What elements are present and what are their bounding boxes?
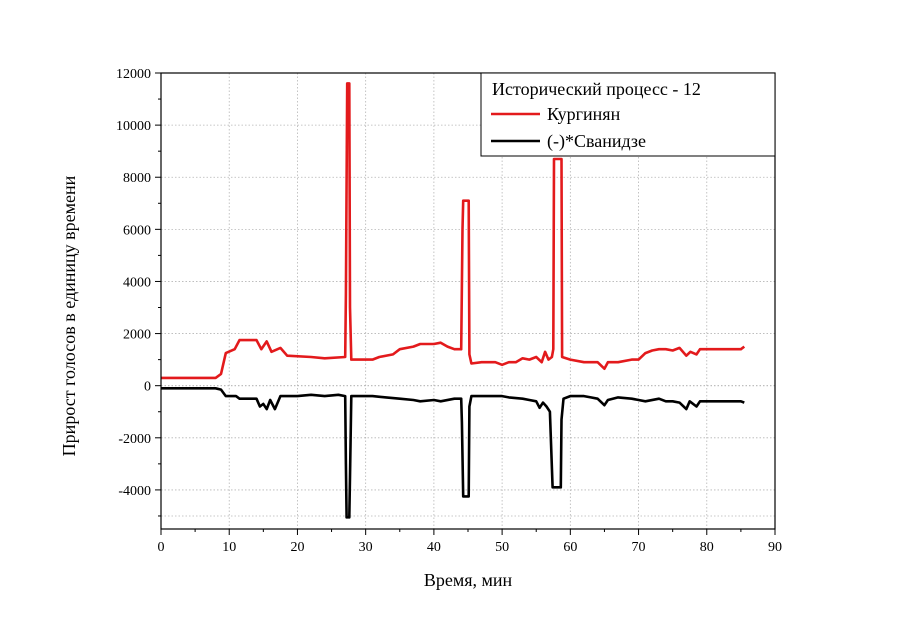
x-tick-label: 60: [563, 540, 577, 555]
y-tick-label: -2000: [118, 432, 151, 447]
x-tick-label: 70: [632, 540, 646, 555]
legend: Исторический процесс - 12 Кургинян (-)*С…: [480, 72, 776, 157]
x-tick-label: 20: [290, 540, 304, 555]
grid-lines: [161, 73, 775, 529]
series-lines: [161, 82, 746, 519]
y-tick-label: 6000: [123, 223, 151, 238]
y-axis-title: Прирост голосов в единицу времени: [59, 175, 79, 456]
legend-label-svanidze: (-)*Сванидзе: [547, 131, 646, 152]
y-tick-label: 4000: [123, 275, 151, 290]
legend-label-kurginyan: Кургинян: [547, 104, 621, 124]
x-tick-label: 10: [222, 540, 236, 555]
axis-ticks: [155, 72, 776, 535]
series-line-svanidze: [161, 387, 745, 519]
y-tick-label: 8000: [123, 171, 151, 186]
x-axis-title: Время, мин: [424, 570, 513, 590]
x-tick-label: 30: [359, 540, 373, 555]
y-tick-label: 10000: [116, 119, 151, 134]
x-tick-label: 80: [700, 540, 714, 555]
y-tick-label: -4000: [118, 484, 151, 499]
y-tick-label: 2000: [123, 328, 151, 343]
x-tick-label: 40: [427, 540, 441, 555]
x-tick-label: 0: [158, 540, 165, 555]
x-tick-label: 90: [768, 540, 782, 555]
tick-labels: 0 10 20 30 40 50 60 70 80 90 -4000 -2000 0 2000 4000 60…: [116, 67, 782, 555]
legend-title: Исторический процесс - 12: [492, 79, 701, 99]
x-tick-label: 50: [495, 540, 509, 555]
y-tick-label: 12000: [116, 67, 151, 82]
y-tick-label: 0: [144, 380, 151, 395]
series-line-kurginyan: [161, 82, 746, 380]
